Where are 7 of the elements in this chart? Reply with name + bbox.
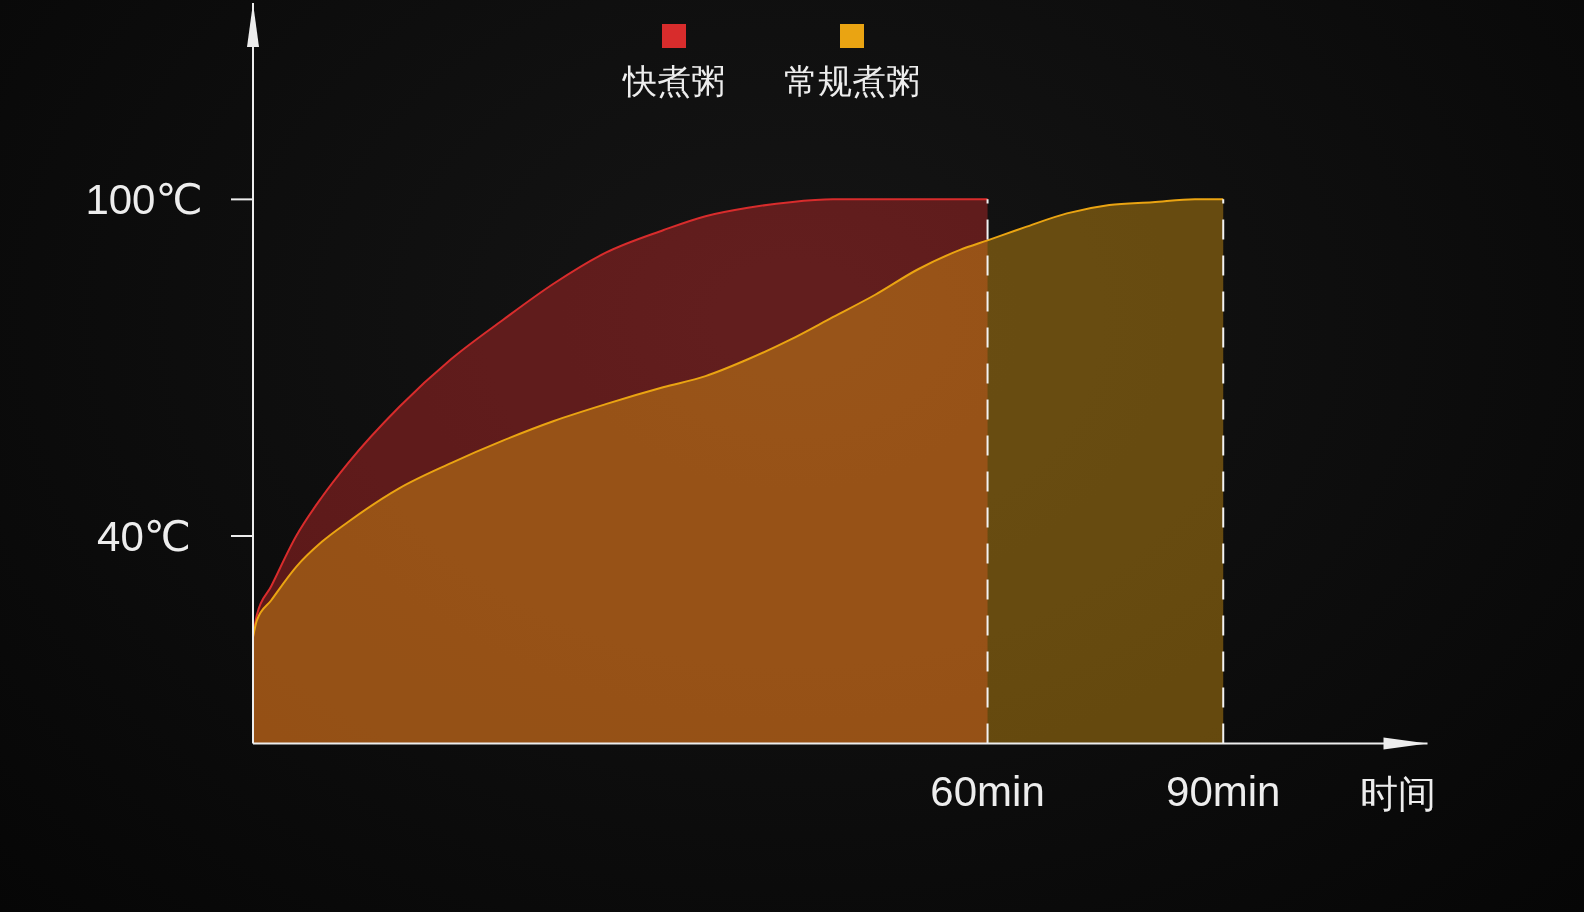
- x-tick-label: 90min: [1166, 767, 1281, 815]
- x-axis-title: 时间: [1359, 772, 1436, 815]
- legend-label: 常规煮粥: [784, 62, 920, 100]
- x-tick-label: 60min: [930, 767, 1045, 815]
- legend-label: 快煮粥: [623, 62, 725, 100]
- y-tick-label: 100℃: [85, 176, 203, 224]
- y-tick-label: 40℃: [97, 513, 191, 561]
